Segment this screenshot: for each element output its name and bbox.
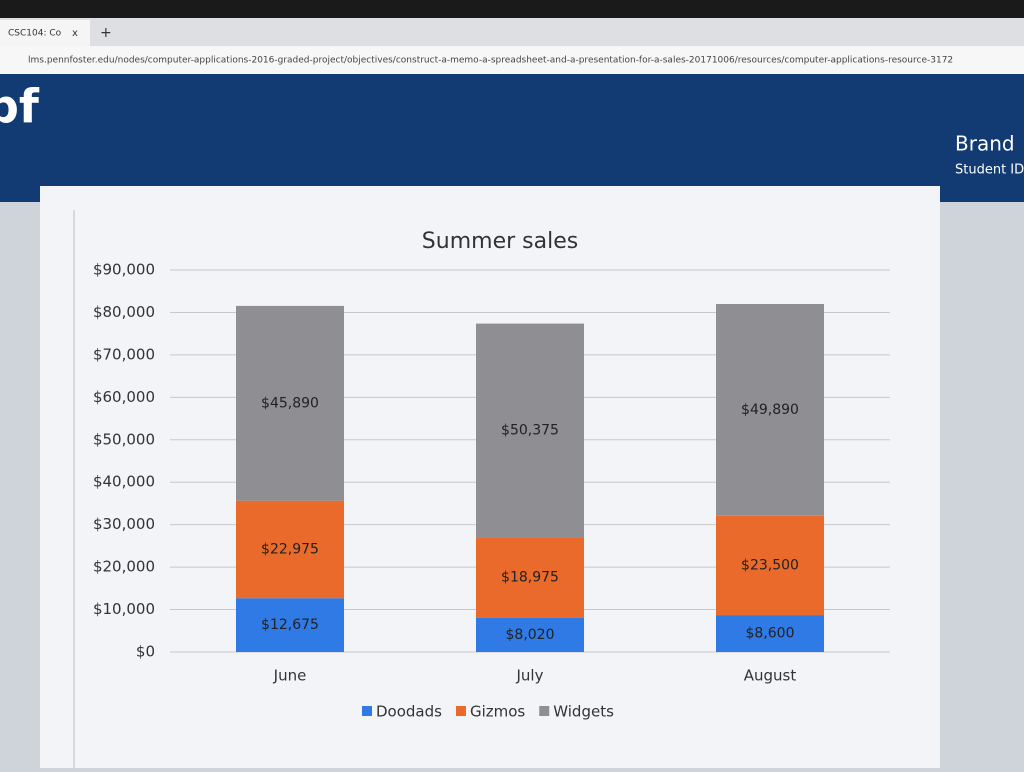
y-tick-label: $90,000: [93, 261, 155, 279]
y-tick-label: $50,000: [93, 430, 155, 448]
legend-label: Widgets: [553, 703, 614, 721]
bar-segment: [716, 615, 824, 652]
bar-segment: [236, 500, 344, 599]
legend-swatch: [362, 706, 372, 716]
bar-segment: [476, 617, 584, 652]
bar-segment: [236, 305, 344, 501]
bar-segment: [716, 303, 824, 516]
data-label: $8,020: [506, 627, 555, 643]
address-bar[interactable]: [0, 46, 1024, 74]
user-name: Brand: [955, 132, 1015, 156]
y-tick-label: $80,000: [93, 303, 155, 321]
legend-label: Doodads: [376, 703, 442, 721]
x-tick-label: August: [744, 667, 797, 685]
url: lms.pennfoster.edu/nodes/computer-applic…: [28, 56, 953, 66]
user-sub: Student ID: [955, 163, 1024, 178]
data-label: $22,975: [261, 541, 319, 557]
data-label: $45,890: [261, 395, 319, 411]
tab-bar: [0, 18, 1024, 48]
chart-title: Summer sales: [422, 229, 578, 254]
data-label: $50,375: [501, 423, 559, 439]
data-label: $49,890: [741, 402, 799, 418]
site-header: [0, 74, 1024, 202]
y-tick-label: $20,000: [93, 558, 155, 576]
tab[interactable]: [0, 20, 90, 46]
x-tick-label: July: [516, 667, 544, 685]
data-label: $12,675: [261, 617, 319, 633]
data-label: $23,500: [741, 558, 799, 574]
y-tick-label: $30,000: [93, 515, 155, 533]
legend-label: Gizmos: [470, 703, 525, 721]
y-tick-label: $40,000: [93, 473, 155, 491]
logo[interactable]: pf: [0, 80, 40, 134]
tab-close[interactable]: x: [72, 28, 78, 39]
bar-segment: [476, 323, 584, 538]
legend-swatch: [455, 706, 466, 716]
tab-title: CSC104: Co: [8, 29, 62, 39]
bezel: [0, 0, 1024, 22]
x-tick-label: June: [273, 667, 307, 685]
y-tick-label: $70,000: [93, 345, 155, 363]
y-tick-label: $60,000: [93, 388, 155, 406]
y-tick-label: $0: [136, 643, 155, 661]
data-label: $8,600: [746, 626, 795, 642]
bar-segment: [476, 537, 584, 618]
data-label: $18,975: [501, 570, 559, 586]
bar-segment: [236, 598, 344, 652]
y-tick-label: $10,000: [93, 600, 155, 618]
bar-segment: [716, 515, 824, 616]
new-tab[interactable]: +: [100, 25, 112, 41]
legend-swatch: [539, 706, 550, 716]
